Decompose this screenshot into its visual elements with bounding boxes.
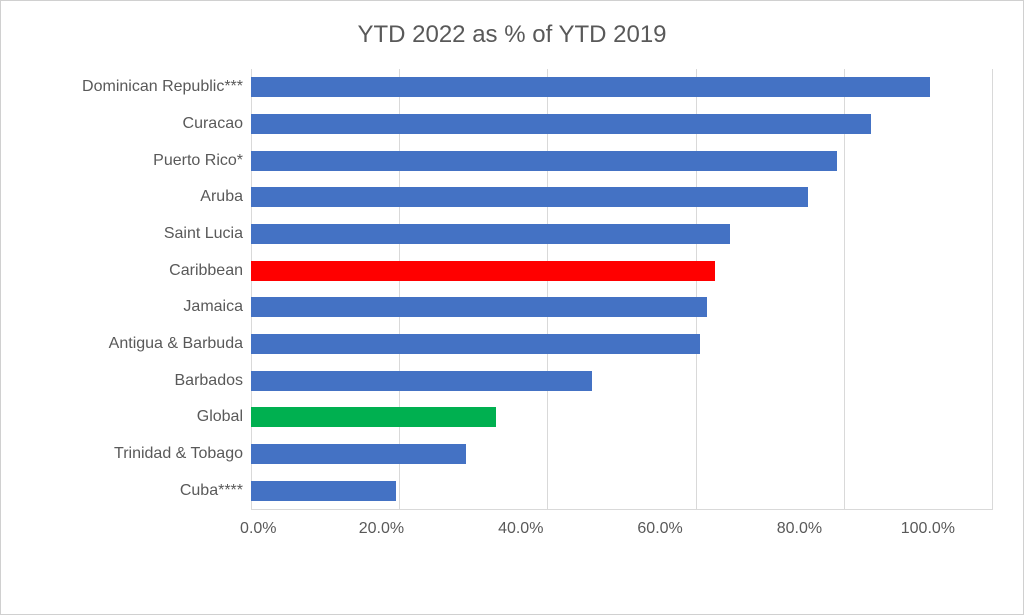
x-axis-tick: 60.0% [637,520,682,538]
bar-row [251,444,993,464]
y-axis-label: Curacao [31,116,243,132]
bar [251,224,730,244]
x-axis-tick: 100.0% [901,520,955,538]
y-axis-label: Aruba [31,189,243,205]
x-axis: 0.0%20.0%40.0%60.0%80.0%100.0% [251,509,993,538]
x-axis-tick: 40.0% [498,520,543,538]
bar [251,261,715,281]
y-axis-label: Jamaica [31,299,243,315]
bar [251,407,496,427]
bar-row [251,187,993,207]
bar-row [251,334,993,354]
y-axis-label: Cuba**** [31,483,243,499]
y-axis-label: Global [31,409,243,425]
bar [251,114,871,134]
bar-row [251,481,993,501]
bar-row [251,371,993,391]
bar [251,371,592,391]
bar [251,297,707,317]
bar [251,334,700,354]
chart-title: YTD 2022 as % of YTD 2019 [31,21,993,49]
y-axis-label: Trinidad & Tobago [31,446,243,462]
bar-row [251,297,993,317]
y-axis-label: Saint Lucia [31,226,243,242]
bar [251,444,466,464]
bar-row [251,114,993,134]
y-axis-label: Puerto Rico* [31,153,243,169]
y-axis-labels: Dominican Republic*** Curacao Puerto Rico*… [31,69,251,509]
y-axis-label: Barbados [31,373,243,389]
x-axis-tick: 80.0% [777,520,822,538]
bar [251,481,396,501]
y-axis-label: Caribbean [31,263,243,279]
bar [251,77,930,97]
bar [251,187,808,207]
bar-row [251,407,993,427]
x-axis-tick: 20.0% [359,520,404,538]
x-axis-tick: 0.0% [240,520,276,538]
plot-area: Dominican Republic*** Curacao Puerto Rico*… [31,69,993,549]
bar [251,151,837,171]
bars-zone: 0.0%20.0%40.0%60.0%80.0%100.0% [251,69,993,549]
y-axis-label: Antigua & Barbuda [31,336,243,352]
bars [251,69,993,509]
bar-row [251,261,993,281]
bar-row [251,224,993,244]
y-axis-label: Dominican Republic*** [31,79,243,95]
bar-row [251,77,993,97]
bar-row [251,151,993,171]
chart-container: YTD 2022 as % of YTD 2019 Dominican Repu… [0,0,1024,615]
